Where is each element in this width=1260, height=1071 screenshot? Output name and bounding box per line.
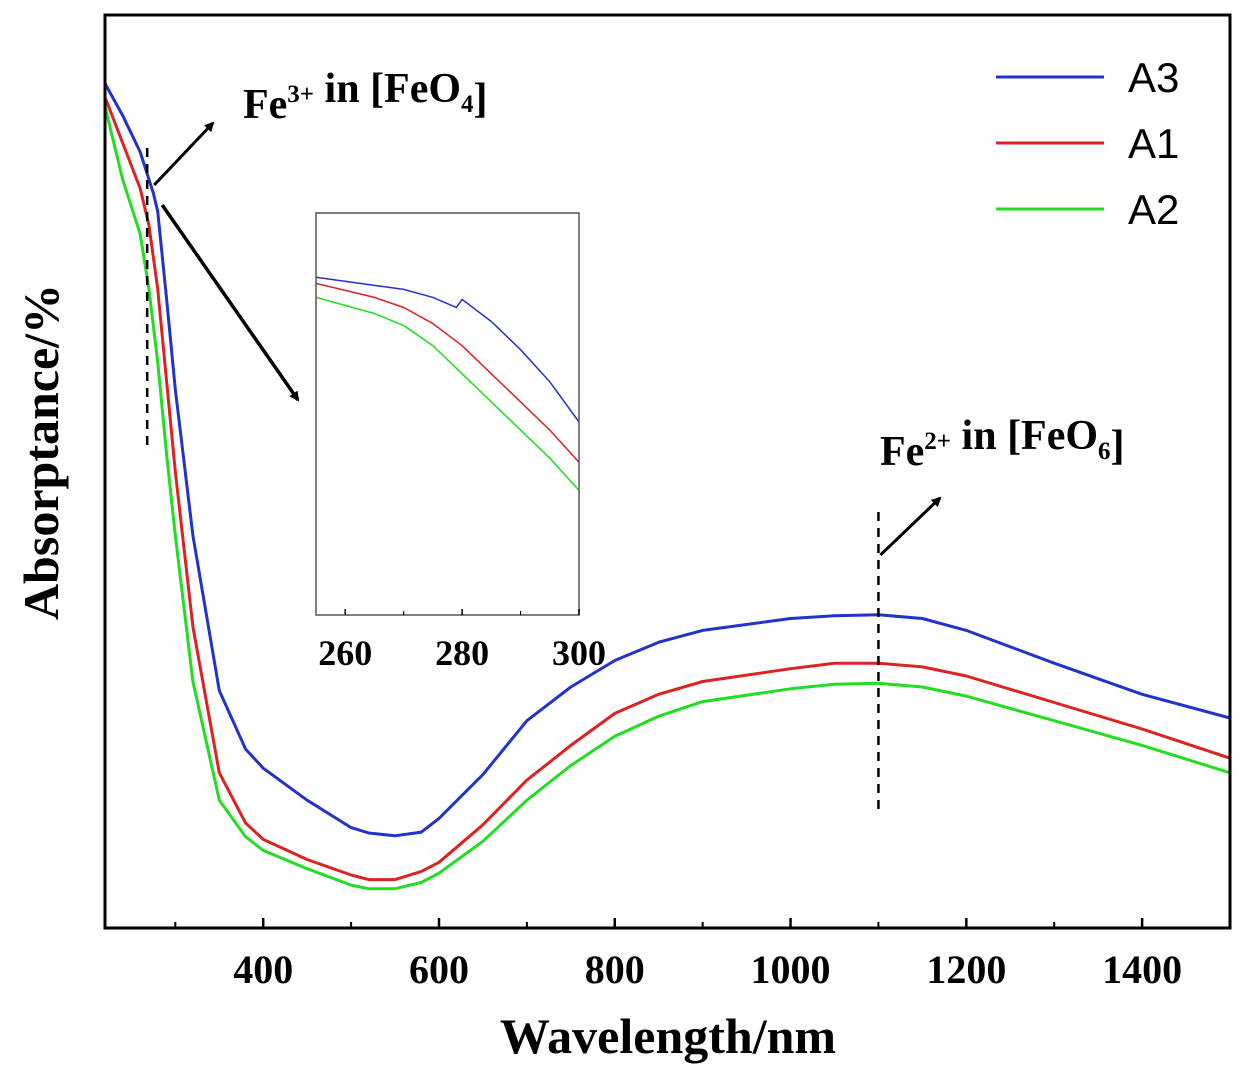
fe2-annotation: Fe2+ in [FeO6] — [880, 413, 1125, 475]
x-tick-label: 800 — [585, 947, 645, 992]
fe3-annotation: Fe3+ in [FeO4] — [243, 66, 488, 128]
legend-label-a3: A3 — [1128, 54, 1179, 101]
inset-zoom-arrow — [160, 203, 300, 402]
inset-series-a3 — [315, 276, 580, 423]
x-tick-label: 1200 — [926, 947, 1006, 992]
plot-frame — [103, 13, 1232, 930]
x-tick-label: 1400 — [1102, 947, 1182, 992]
inset-frame — [315, 212, 580, 616]
x-axis-title: Wavelength/nm — [500, 1008, 836, 1064]
legend-label-a1: A1 — [1128, 120, 1179, 167]
series-line-a2 — [103, 105, 1231, 891]
y-axis-title: Absorptance/% — [13, 284, 69, 620]
series-line-a1 — [103, 96, 1231, 882]
inset-x-tick-label: 260 — [318, 633, 372, 673]
fe2-label-arrow — [879, 496, 942, 557]
inset-series-a2 — [315, 296, 580, 491]
x-tick-label: 400 — [233, 947, 293, 992]
legend-label-a2: A2 — [1128, 186, 1179, 233]
fe3-label-arrow — [153, 121, 215, 187]
inset-background — [316, 213, 579, 615]
x-tick-label: 1000 — [751, 947, 831, 992]
series-line-a3 — [103, 82, 1231, 838]
inset-series-a1 — [315, 282, 580, 463]
x-tick-label: 600 — [409, 947, 469, 992]
inset-x-tick-label: 280 — [435, 633, 489, 673]
inset-x-tick-label: 300 — [552, 633, 606, 673]
